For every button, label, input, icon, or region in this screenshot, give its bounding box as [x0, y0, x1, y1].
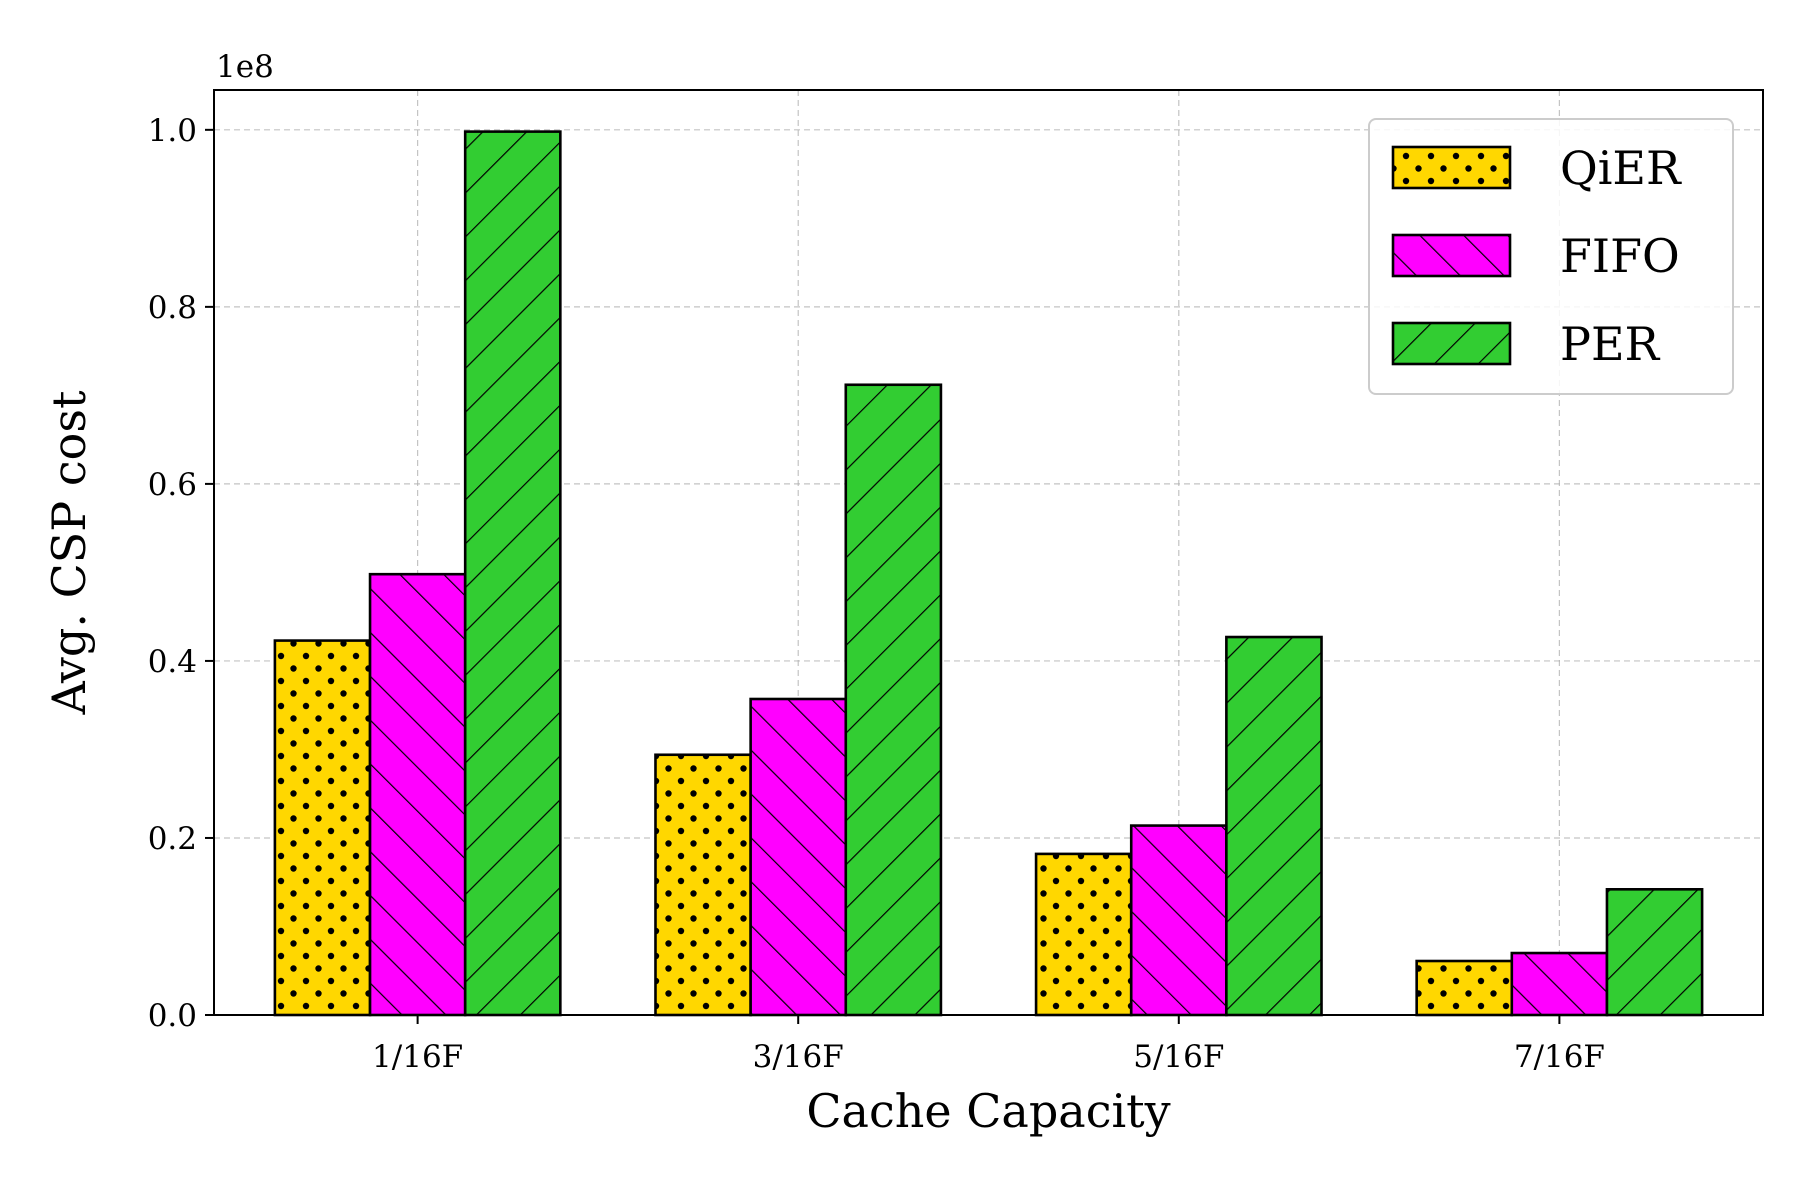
- bar-fifo: [1129, 824, 1228, 1017]
- bar-per: [463, 130, 562, 1017]
- ticks: 0.0 0.2 0.4 0.6 0.8 1.0 1/16F 3/16F 5/16F 7/16F: [148, 113, 1605, 1075]
- bar-fifo: [1510, 951, 1609, 1017]
- legend-swatch-fifo: [1391, 233, 1512, 278]
- bar-qier: [654, 753, 752, 1017]
- bar-fifo: [368, 572, 467, 1017]
- y-tick-label: 0.8: [148, 290, 197, 326]
- bar-qier: [273, 639, 372, 1017]
- y-tick-label: 0.0: [148, 998, 197, 1034]
- bar-per: [1605, 888, 1704, 1017]
- x-tick-label: 3/16F: [753, 1039, 844, 1075]
- bar-qier: [1034, 852, 1133, 1017]
- bar-per: [1225, 635, 1323, 1017]
- x-tick-label: 5/16F: [1133, 1039, 1224, 1075]
- x-tick-label: 1/16F: [372, 1039, 463, 1075]
- y-tick-label: 0.6: [148, 467, 197, 503]
- y-tick-label: 0.2: [148, 821, 197, 857]
- y-offset-label: 1e8: [216, 49, 274, 85]
- legend: QiER FIFO PER: [1368, 118, 1734, 395]
- plot-frame: [213, 89, 1764, 1016]
- legend-swatch-qier: [1391, 145, 1512, 190]
- bar-fifo: [749, 697, 848, 1017]
- x-axis-label: Cache Capacity: [806, 1084, 1170, 1138]
- bars: [273, 130, 1704, 1017]
- legend-label-fifo: FIFO: [1560, 229, 1680, 283]
- x-tick-label: 7/16F: [1514, 1039, 1605, 1075]
- bar-qier: [1415, 959, 1514, 1017]
- y-axis-label: Avg. CSP cost: [42, 390, 96, 715]
- legend-swatch-per: [1391, 321, 1512, 366]
- y-tick-label: 1.0: [148, 113, 197, 149]
- y-tick-label: 0.4: [148, 644, 197, 680]
- bar-per: [844, 383, 943, 1017]
- legend-label-per: PER: [1560, 317, 1661, 371]
- legend-label-qier: QiER: [1560, 141, 1682, 195]
